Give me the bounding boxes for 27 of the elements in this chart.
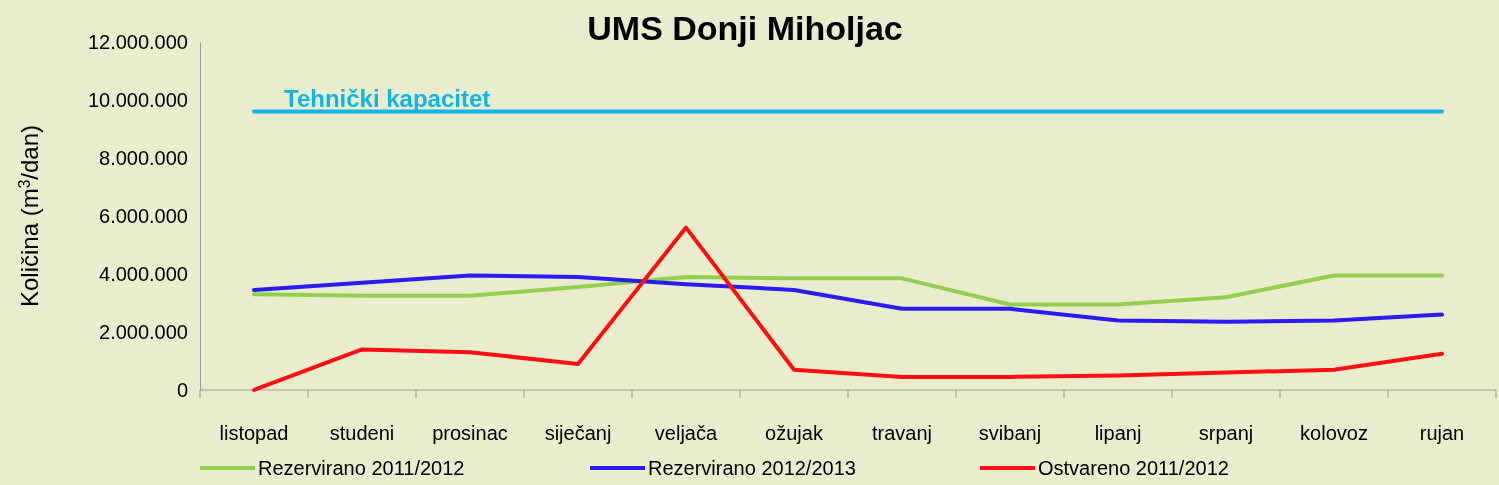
x-tick-label: veljača — [654, 422, 718, 444]
x-tick-label: kolovoz — [1300, 422, 1368, 444]
ref-line-label: Tehnički kapacitet — [284, 84, 491, 112]
x-tick-label: prosinac — [432, 422, 508, 444]
legend-label: Rezervirano 2012/2013 — [648, 457, 856, 479]
y-tick-label: 10.000.000 — [87, 88, 188, 111]
y-tick-label: 4.000.000 — [99, 262, 188, 285]
x-tick-label: lipanj — [1094, 422, 1142, 444]
y-tick-label: 6.000.000 — [99, 204, 188, 227]
x-tick-label: listopad — [219, 422, 289, 444]
y-tick-label: 2.000.000 — [99, 320, 188, 343]
y-tick-label: 8.000.000 — [99, 146, 188, 169]
legend-label: Ostvareno 2011/2012 — [1038, 457, 1229, 479]
x-tick-label: travanj — [871, 422, 933, 444]
legend-label: Rezervirano 2011/2012 — [258, 457, 465, 479]
x-tick-label: studeni — [329, 422, 395, 444]
x-tick-label: rujan — [1419, 422, 1465, 444]
x-tick-label: ožujak — [765, 422, 824, 444]
line-series — [252, 273, 1444, 307]
chart-title: UMS Donji Miholjac — [587, 9, 903, 47]
line-series — [252, 273, 1444, 324]
x-tick-label: siječanj — [544, 422, 612, 444]
x-tick-label: srpanj — [1198, 422, 1254, 444]
y-tick-label: 0 — [176, 378, 188, 401]
x-tick-label: svibanj — [978, 422, 1042, 444]
line-series — [252, 225, 1444, 392]
y-tick-label: 12.000.000 — [87, 30, 188, 53]
